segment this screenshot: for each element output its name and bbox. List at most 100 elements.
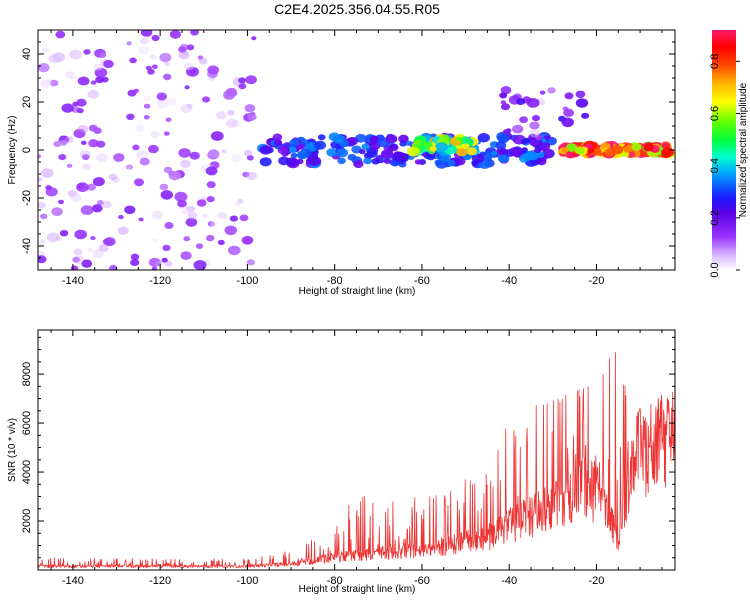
spectrogram-cell [162, 244, 171, 252]
spectrogram-cell [407, 146, 420, 157]
spectrogram-cell [46, 56, 55, 62]
spectrogram-cell [79, 150, 91, 159]
spectrogram-cell [134, 178, 144, 187]
spectrogram-cell [149, 54, 156, 60]
colorbar-tick-label: 0.6 [709, 106, 721, 121]
spectrogram-cell [190, 30, 199, 36]
spectrogram-cell [661, 147, 675, 158]
spectrogram-cell [383, 158, 392, 164]
spectrogram-cell [225, 118, 238, 128]
spectrogram-cell [336, 148, 349, 158]
spectrogram-cell [497, 148, 506, 155]
spectrogram-cell [130, 253, 140, 261]
spectrogram-cell [113, 153, 125, 162]
spectrogram-cell [38, 177, 43, 182]
spectrogram-cell [224, 225, 238, 236]
spectrogram-cell [333, 134, 345, 144]
spectrogram-cell [337, 157, 346, 165]
spectrogram-x-axis: -140 -120 -100 -80 -60 -40 -20 [50, 30, 663, 287]
spectrogram-cell [581, 112, 590, 119]
spectrogram-cell [133, 88, 139, 93]
spectrogram-cell [238, 77, 246, 84]
x-tick-label: -120 [149, 575, 171, 587]
spectrogram-cell [228, 245, 241, 256]
snr-y-axis: 2000 4000 6000 8000 [21, 336, 675, 571]
spectrogram-cell [90, 236, 96, 241]
spectrogram-cell [221, 149, 227, 154]
spectrogram-cell [148, 144, 159, 154]
spectrogram-cell [520, 148, 528, 154]
spectrogram-cell [150, 130, 160, 138]
spectrogram-cell [246, 259, 255, 266]
spectrogram-cell [371, 158, 380, 165]
x-tick-label: -60 [414, 275, 430, 287]
spectrogram-cell [82, 163, 91, 171]
spectrogram-cell [187, 211, 198, 220]
spectrogram-cell [130, 259, 140, 266]
spectrogram-cell [575, 147, 585, 155]
spectrogram-cell [528, 133, 537, 141]
x-tick-label: -60 [414, 575, 430, 587]
spectrogram-cell [167, 98, 177, 106]
spectrogram-cell [183, 168, 190, 174]
spectrogram-cell [202, 213, 208, 219]
spectrogram-cell [81, 140, 87, 145]
spectrogram-cell [129, 57, 137, 64]
spectrogram-cell [272, 133, 283, 141]
spectrogram-cell [186, 103, 193, 109]
spectrogram-cell [526, 98, 540, 108]
spectrogram-cell [238, 83, 247, 90]
spectrogram-cell [49, 79, 59, 87]
spectrogram-cell [278, 156, 290, 166]
spectrogram-cell [429, 146, 437, 152]
spectrogram-cell [471, 153, 485, 164]
x-tick-label: -80 [327, 275, 343, 287]
spectrogram-cell [174, 191, 188, 202]
spectrogram-cell [217, 211, 228, 220]
spectrogram-cell [380, 149, 393, 159]
spectrogram-cell [611, 145, 624, 155]
spectrogram-cell [165, 117, 172, 123]
spectrogram-cell [151, 238, 158, 244]
spectrogram-cell [186, 44, 195, 51]
spectrogram-cell [86, 183, 96, 191]
spectrogram-cell [210, 221, 218, 228]
snr-y-axis-label: SNR (10 * v/v) [7, 418, 18, 482]
spectrogram-cell [439, 134, 450, 143]
spectrogram-cell [81, 154, 90, 160]
spectrogram-cell [59, 139, 68, 146]
spectrogram-cell [156, 92, 167, 101]
x-tick-label: -80 [327, 575, 343, 587]
y-tick-label: 2000 [21, 509, 33, 533]
spectrogram-cell [529, 121, 540, 130]
spectrogram-cell [104, 237, 116, 247]
spectrogram-cell [143, 95, 151, 102]
spectrogram-cell [136, 150, 149, 160]
spectrogram-cell [74, 229, 87, 240]
spectrogram-cell [388, 143, 399, 152]
spectrogram-cell [566, 143, 578, 152]
spectrogram-cell [108, 173, 118, 181]
figure-title: C2E4.2025.356.04.55.R05 [274, 1, 440, 17]
spectrogram-cell [180, 251, 192, 260]
spectrogram-cell [229, 215, 238, 222]
spectrogram-cell [103, 59, 114, 69]
spectrogram-cell [534, 147, 542, 154]
spectrogram-cell [565, 151, 573, 157]
spectrogram-cell [512, 124, 524, 134]
colorbar-ticks: 0.0 0.2 0.4 0.6 0.8 [709, 54, 740, 278]
spectrogram-cell [92, 249, 104, 259]
spectrogram-cell [55, 30, 66, 39]
spectrogram-cell [359, 149, 366, 155]
spectrogram-cell [159, 183, 169, 191]
spectrogram-cell [38, 63, 50, 73]
spectrogram-cell [246, 155, 254, 161]
spectrogram-y-axis-label: Frequency (Hz) [7, 116, 18, 185]
spectrogram-cell [160, 190, 173, 200]
spectrogram-cell [45, 185, 52, 191]
spectrogram-cell [76, 98, 87, 107]
spectrogram-cell [541, 148, 555, 159]
spectrogram-cell [180, 103, 193, 114]
spectrogram-cell [94, 67, 108, 78]
spectrogram-cell [561, 117, 574, 128]
